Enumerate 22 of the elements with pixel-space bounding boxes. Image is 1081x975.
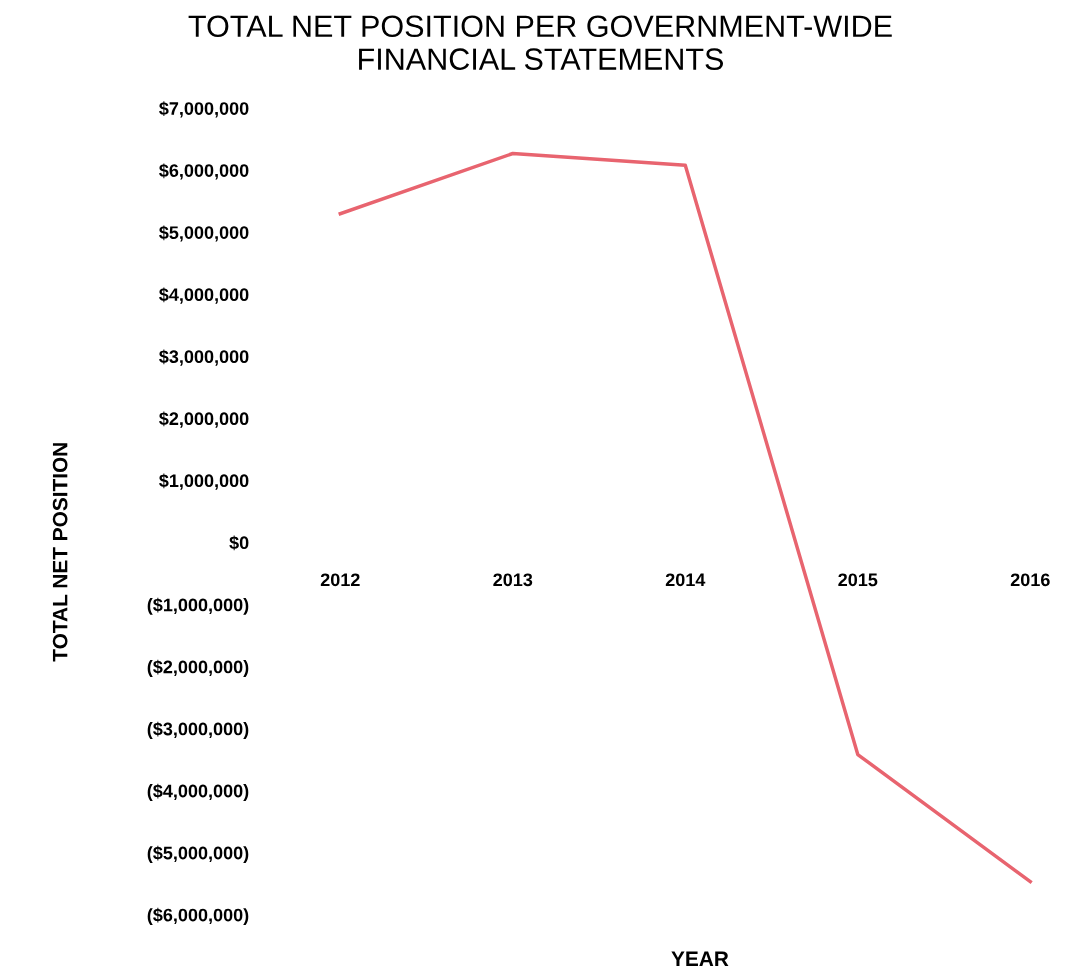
chart-title: TOTAL NET POSITION PER GOVERNMENT-WIDE FINANCIAL STATEMENTS (188, 15, 892, 70)
y-tick-label: $0 (229, 535, 249, 551)
y-tick-label: $7,000,000 (159, 101, 249, 118)
x-tick-label: 2014 (665, 573, 706, 587)
y-tick-label: $5,000,000 (159, 225, 249, 242)
x-tick-label: 2013 (493, 573, 533, 587)
y-tick-label: $1,000,000 (159, 473, 249, 490)
y-tick-label: ($5,000,000) (147, 845, 249, 863)
x-tick-label: 2015 (838, 573, 878, 587)
y-tick-label: ($3,000,000) (147, 721, 249, 739)
y-tick-label: $6,000,000 (159, 163, 249, 180)
y-tick-label: ($2,000,000) (147, 659, 249, 677)
x-tick-label: 2016 (1010, 573, 1050, 587)
y-axis-title: TOTAL NET POSITION (52, 443, 68, 662)
y-tick-label: ($1,000,000) (147, 597, 249, 615)
x-tick-label: 2012 (320, 573, 360, 587)
y-tick-label: $3,000,000 (159, 349, 249, 366)
y-tick-label: ($6,000,000) (147, 907, 249, 925)
y-tick-label: $4,000,000 (159, 287, 249, 304)
y-tick-label: ($4,000,000) (147, 783, 249, 801)
y-tick-label: $2,000,000 (159, 411, 249, 428)
x-axis-title: YEAR (671, 951, 729, 966)
